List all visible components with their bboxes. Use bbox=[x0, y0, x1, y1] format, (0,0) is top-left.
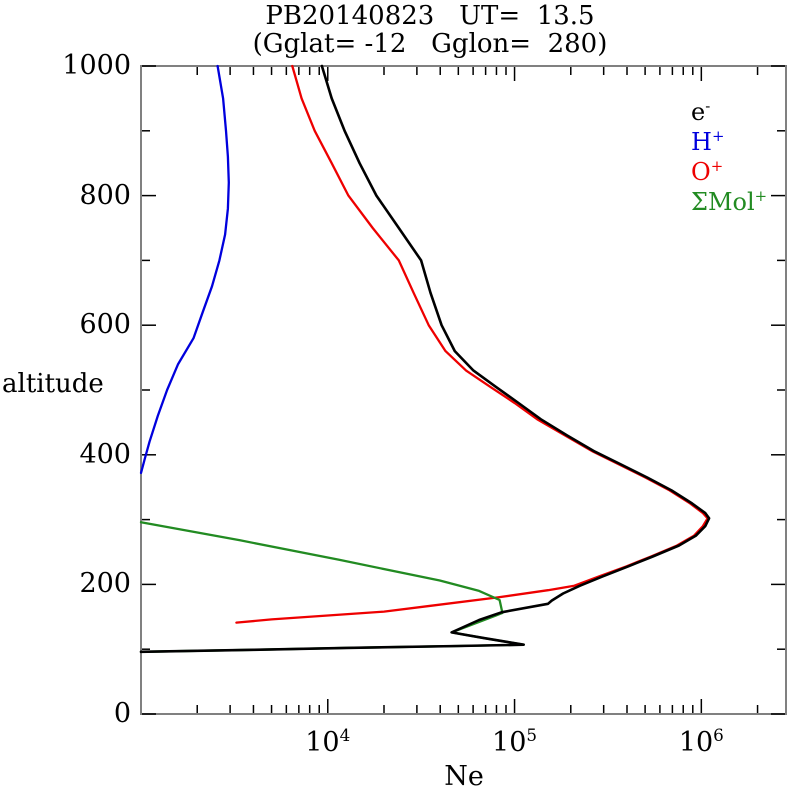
legend-label: ΣMol bbox=[691, 188, 755, 216]
y-tick-label: 200 bbox=[79, 568, 131, 600]
legend-superscript: + bbox=[754, 187, 768, 205]
legend-label: H bbox=[691, 128, 712, 156]
chart-title: PB20140823 UT= 13.5 bbox=[265, 1, 595, 31]
y-tick-label: 1000 bbox=[62, 50, 131, 81]
x-tick-label: 105 bbox=[492, 725, 538, 758]
series-h-curve bbox=[139, 64, 230, 475]
legend-item-o-plus: O+ bbox=[691, 157, 767, 187]
x-axis-title: Ne bbox=[444, 761, 484, 792]
legend-superscript: + bbox=[710, 157, 724, 175]
series-o-curve bbox=[235, 64, 709, 624]
x-tick-label: 104 bbox=[305, 725, 351, 758]
y-tick-label: 400 bbox=[79, 438, 131, 470]
chart-subtitle: (Gglat= -12 Gglon= 280) bbox=[252, 29, 608, 59]
plot-frame bbox=[140, 65, 787, 715]
legend-superscript: + bbox=[711, 127, 725, 145]
legend-item-h-plus: H+ bbox=[691, 127, 767, 157]
y-tick-label: 800 bbox=[79, 179, 131, 211]
series-e-curve bbox=[139, 64, 711, 654]
legend-label: O bbox=[691, 158, 711, 186]
series-mol-curve bbox=[139, 521, 525, 653]
y-tick-label: 600 bbox=[79, 309, 131, 341]
y-tick-label: 0 bbox=[113, 698, 131, 729]
legend-item-mol-plus: ΣMol+ bbox=[691, 187, 767, 217]
y-axis-title: altitude bbox=[2, 369, 104, 399]
legend-item-electron: e- bbox=[691, 97, 767, 127]
legend-label: e bbox=[691, 98, 706, 126]
legend: e- H+ O+ ΣMol+ bbox=[691, 97, 767, 217]
legend-superscript: - bbox=[705, 97, 711, 115]
x-tick-label: 106 bbox=[678, 725, 724, 758]
